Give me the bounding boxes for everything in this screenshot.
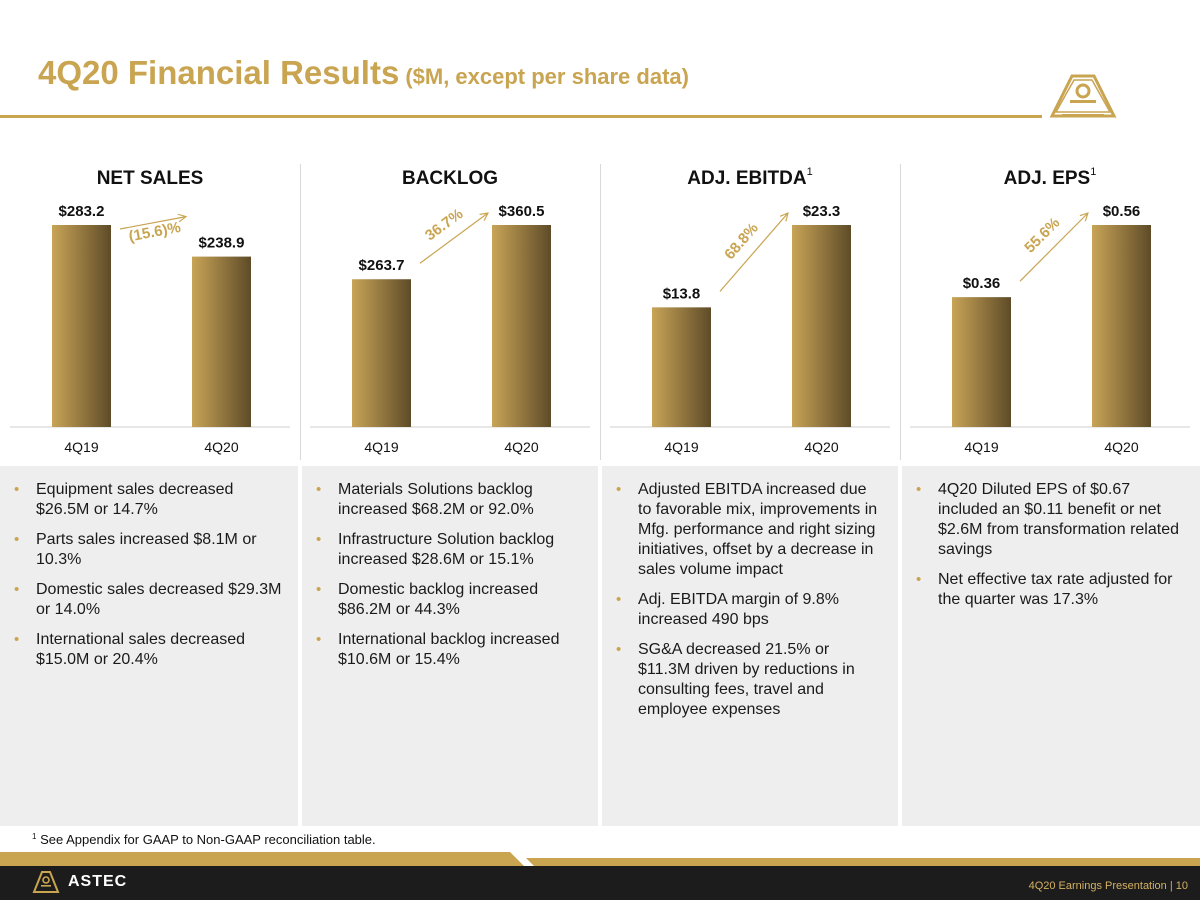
chart-title: ADJ. EBITDA1 (687, 166, 813, 189)
x-tick-label: 4Q19 (64, 439, 98, 455)
bar-4q20 (1092, 225, 1151, 427)
x-tick-label: 4Q19 (964, 439, 998, 455)
adj-ebitda-chart: $13.8 4Q19 $23.3 4Q20 68.8% (610, 203, 890, 455)
astec-logo-icon (32, 871, 60, 893)
bullet-item: 4Q20 Diluted EPS of $0.67 included an $0… (916, 480, 1186, 560)
data-label: $238.9 (199, 235, 245, 252)
bullet-item: Parts sales increased $8.1M or 10.3% (14, 530, 284, 570)
change-arrow (419, 213, 488, 264)
backlog-chart: $263.7 4Q19 $360.5 4Q20 36.7% (310, 203, 590, 455)
bar-4q19 (52, 225, 111, 427)
chart-title: BACKLOG (401, 168, 499, 189)
data-label: $0.56 (1103, 203, 1141, 220)
bullet-item: Infrastructure Solution backlog increase… (316, 530, 584, 570)
data-label: $283.2 (59, 203, 105, 220)
adj-eps-notes: 4Q20 Diluted EPS of $0.67 included an $0… (902, 466, 1200, 826)
title-subtitle: ($M, except per share data) (405, 64, 689, 89)
change-label: 55.6% (1021, 214, 1063, 256)
change-label: (15.6)% (127, 219, 182, 245)
bullet-item: Adj. EBITDA margin of 9.8% increased 490… (616, 590, 884, 630)
change-label: 68.8% (721, 220, 762, 263)
divider (600, 164, 601, 460)
footer-bar (0, 866, 1200, 900)
backlog-notes: Materials Solutions backlog increased $6… (302, 466, 598, 826)
bullet-item: SG&A decreased 21.5% or $11.3M driven by… (616, 640, 884, 720)
bullet-item: Materials Solutions backlog increased $6… (316, 480, 584, 520)
x-tick-label: 4Q19 (664, 439, 698, 455)
x-tick-label: 4Q20 (504, 439, 538, 455)
bar-4q19 (952, 297, 1011, 427)
adj-ebitda-chart-panel: ADJ. EBITDA1 $13.8 4Q19 $23.3 4Q20 68.8% (600, 160, 900, 464)
chart-title: NET SALES (96, 168, 204, 189)
bullet-item: International backlog increased $10.6M o… (316, 630, 584, 670)
data-label: $13.8 (663, 285, 701, 302)
bullet-item: Net effective tax rate adjusted for the … (916, 570, 1186, 610)
svg-text:.: . (1115, 115, 1116, 120)
bar-4q19 (652, 307, 711, 427)
divider (900, 164, 901, 460)
change-arrow (119, 217, 186, 230)
footnote: 1 See Appendix for GAAP to Non-GAAP reco… (32, 832, 376, 847)
bar-4q20 (792, 225, 851, 427)
net-sales-notes: Equipment sales decreased $26.5M or 14.7… (0, 466, 298, 826)
adj-eps-chart: $0.36 4Q19 $0.56 4Q20 55.6% (910, 203, 1190, 455)
change-arrow (1019, 213, 1088, 282)
net-sales-chart: $283.2 4Q19 $238.9 4Q20 (15.6)% (10, 203, 290, 455)
bar-4q20 (492, 225, 551, 427)
data-label: $360.5 (499, 203, 545, 220)
astec-logo-icon: . (1049, 74, 1117, 120)
adj-eps-chart-panel: ADJ. EPS1 $0.36 4Q19 $0.56 4Q20 55.6% (900, 160, 1200, 464)
adj-ebitda-notes: Adjusted EBITDA increased due to favorab… (602, 466, 898, 826)
net-sales-chart-panel: NET SALES $283.2 4Q19 $238.9 4Q20 (15.6)% (0, 160, 300, 464)
bar-4q19 (352, 279, 411, 427)
bullet-item: Equipment sales decreased $26.5M or 14.7… (14, 480, 284, 520)
x-tick-label: 4Q19 (364, 439, 398, 455)
bullet-item: Domestic sales decreased $29.3M or 14.0% (14, 580, 284, 620)
page-title: 4Q20 Financial Results ($M, except per sh… (38, 54, 689, 92)
backlog-chart-panel: BACKLOG $263.7 4Q19 $360.5 4Q20 36.7% (300, 160, 600, 464)
x-tick-label: 4Q20 (204, 439, 238, 455)
divider (300, 164, 301, 460)
x-tick-label: 4Q20 (804, 439, 838, 455)
change-arrow (719, 213, 788, 292)
bullet-item: Adjusted EBITDA increased due to favorab… (616, 480, 884, 580)
data-label: $263.7 (359, 257, 405, 274)
bullet-item: Domestic backlog increased $86.2M or 44.… (316, 580, 584, 620)
footer-page-info: 4Q20 Earnings Presentation | 10 (1028, 880, 1188, 892)
data-label: $23.3 (803, 203, 841, 220)
bullet-item: International sales decreased $15.0M or … (14, 630, 284, 670)
footer-gold-stripe (0, 852, 1200, 868)
title-rule (0, 115, 1042, 118)
x-tick-label: 4Q20 (1104, 439, 1138, 455)
title-main: 4Q20 Financial Results (38, 54, 400, 91)
footer-brand: ASTEC (68, 873, 128, 890)
data-label: $0.36 (963, 275, 1001, 292)
change-label: 36.7% (422, 205, 466, 244)
bar-4q20 (192, 256, 251, 427)
chart-title: ADJ. EPS1 (1003, 166, 1097, 189)
